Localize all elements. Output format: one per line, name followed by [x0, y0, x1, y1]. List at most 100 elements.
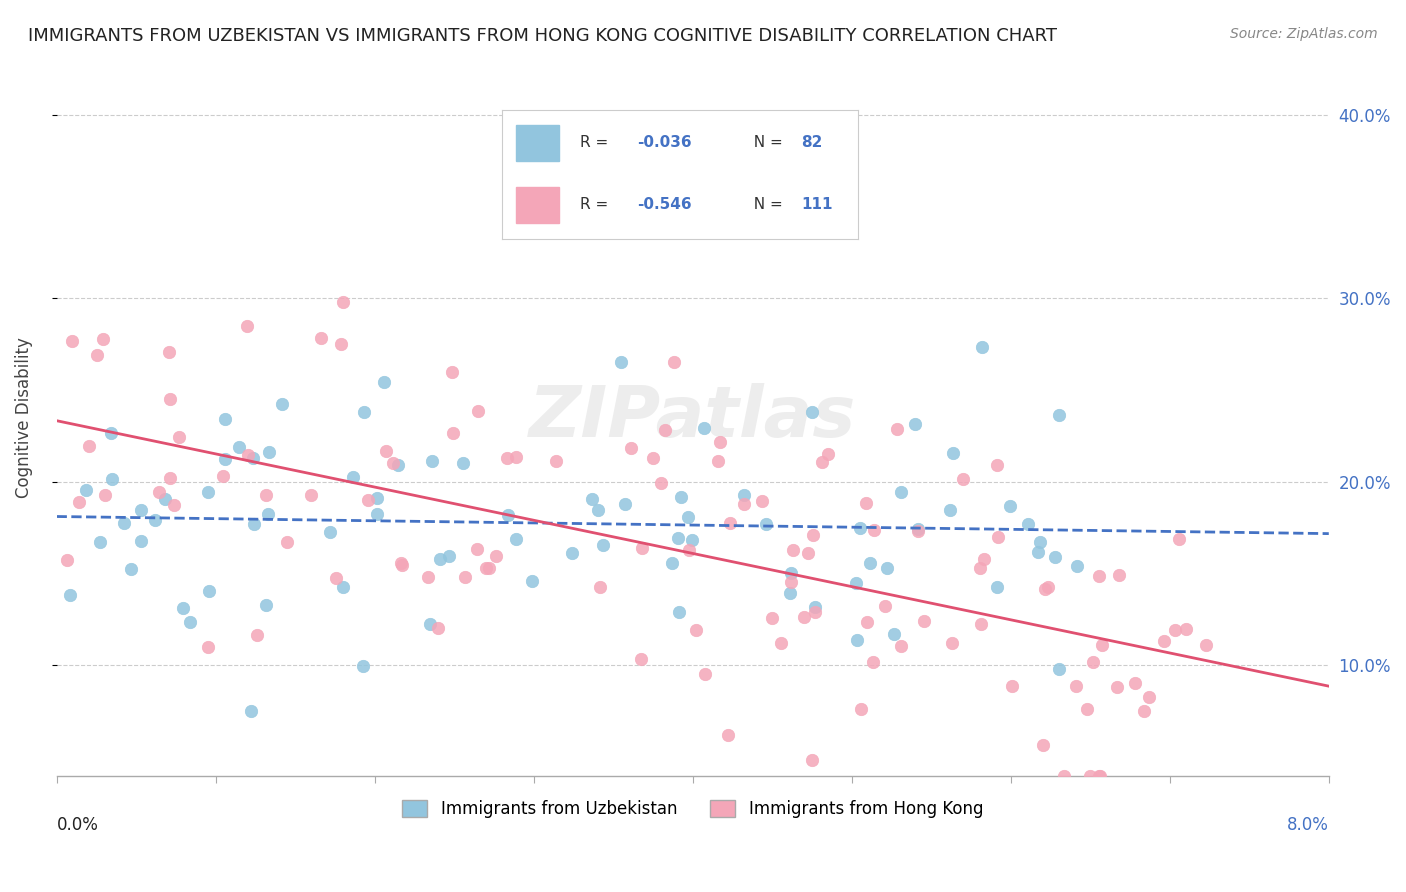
Point [89, 535, 111, 549]
Point [561, 546, 583, 560]
Point [1001, 679, 1024, 693]
Point [467, 404, 489, 418]
Point [862, 655, 884, 669]
Point [903, 417, 925, 431]
Point [198, 584, 221, 599]
Point [1081, 655, 1104, 669]
Point [1167, 532, 1189, 546]
Point [862, 524, 884, 538]
Point [1108, 568, 1130, 582]
Point [129, 534, 152, 549]
Point [112, 516, 135, 530]
Point [143, 513, 166, 527]
Point [197, 485, 219, 500]
Point [332, 580, 354, 594]
Point [801, 527, 824, 541]
Point [420, 454, 443, 468]
Point [883, 627, 905, 641]
Point [1087, 569, 1109, 583]
Point [707, 454, 730, 468]
Point [770, 635, 793, 649]
Point [1153, 634, 1175, 648]
Point [1137, 690, 1160, 704]
Point [451, 456, 474, 470]
Point [1132, 704, 1154, 718]
Point [886, 421, 908, 435]
Point [855, 496, 877, 510]
Point [148, 484, 170, 499]
Point [873, 599, 896, 614]
Point [733, 497, 755, 511]
Point [972, 339, 994, 353]
Point [59, 588, 82, 602]
Point [718, 516, 741, 530]
Point [100, 426, 122, 441]
Point [1064, 679, 1087, 693]
Point [419, 616, 441, 631]
Point [437, 549, 460, 564]
Point [505, 450, 527, 464]
Point [1036, 580, 1059, 594]
Point [93, 488, 115, 502]
Point [214, 412, 236, 426]
Point [212, 469, 235, 483]
Point [970, 617, 993, 632]
Point [159, 392, 181, 407]
Point [1087, 769, 1109, 783]
Point [666, 531, 689, 545]
Point [454, 570, 477, 584]
Point [366, 507, 388, 521]
Point [120, 562, 142, 576]
Point [1107, 681, 1129, 695]
Point [416, 570, 439, 584]
Point [373, 375, 395, 389]
Point [939, 503, 962, 517]
Point [856, 615, 879, 629]
Point [876, 561, 898, 575]
Point [342, 470, 364, 484]
Point [319, 524, 342, 539]
Point [86, 348, 108, 362]
Point [586, 503, 609, 517]
Point [67, 495, 90, 509]
Point [1123, 676, 1146, 690]
Point [848, 521, 870, 535]
Text: Source: ZipAtlas.com: Source: ZipAtlas.com [1230, 27, 1378, 41]
Point [941, 636, 963, 650]
Point [391, 558, 413, 573]
Point [733, 488, 755, 502]
Point [236, 319, 259, 334]
Point [159, 471, 181, 485]
Point [1035, 582, 1057, 596]
Point [782, 542, 804, 557]
Point [163, 498, 186, 512]
Point [969, 561, 991, 575]
Point [1053, 769, 1076, 783]
Point [353, 404, 375, 418]
Point [650, 475, 672, 490]
Point [751, 494, 773, 508]
Point [478, 561, 501, 575]
Point [588, 580, 610, 594]
Text: ZIPatlas: ZIPatlas [529, 384, 856, 452]
Point [56, 552, 79, 566]
Point [986, 580, 1008, 594]
Point [907, 524, 929, 538]
Point [986, 458, 1008, 472]
Point [387, 458, 409, 473]
Point [907, 522, 929, 536]
Point [796, 546, 818, 560]
Point [817, 447, 839, 461]
Point [1175, 622, 1198, 636]
Point [755, 517, 778, 532]
Point [254, 488, 277, 502]
Point [952, 472, 974, 486]
Point [330, 337, 353, 351]
Point [1088, 769, 1111, 783]
Point [389, 557, 412, 571]
Point [522, 574, 544, 589]
Point [238, 448, 260, 462]
Point [197, 640, 219, 654]
Point [1028, 534, 1050, 549]
Point [779, 566, 801, 580]
